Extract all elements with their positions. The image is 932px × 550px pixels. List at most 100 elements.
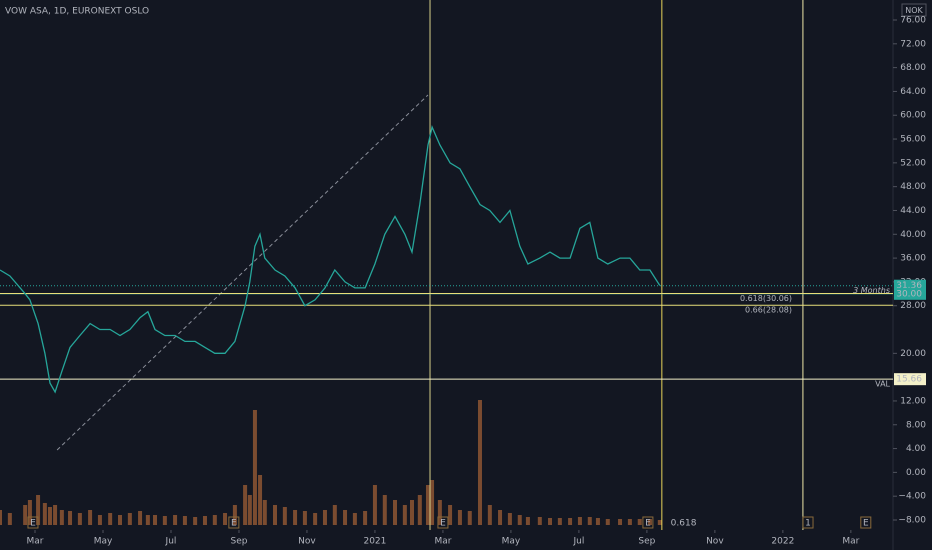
volume-bar: [548, 518, 553, 525]
event-box: [228, 516, 240, 529]
y-tick-label: 4.00: [906, 444, 926, 454]
y-tick-label: 20.00: [900, 349, 926, 359]
volume-bar: [247, 495, 252, 525]
volume-bar: [173, 515, 178, 525]
volume-bar: [595, 518, 600, 525]
y-tick-label: −8.00: [898, 516, 926, 526]
event-box: [27, 516, 39, 529]
x-tick-label: Nov: [298, 537, 316, 547]
y-tick-label: 8.00: [906, 420, 926, 430]
volume-bar: [313, 513, 318, 525]
y-tick-label: 44.00: [900, 206, 926, 216]
volume-bar: [302, 511, 307, 525]
volume-bar: [27, 500, 32, 525]
x-tick-label: Mar: [434, 537, 451, 547]
volume-bar: [59, 510, 64, 525]
volume-bar: [437, 500, 442, 525]
volume-bar: [223, 513, 228, 525]
volume-bar: [212, 515, 217, 525]
x-tick-label: May: [94, 537, 113, 547]
event-label: E: [645, 519, 651, 529]
price-label-box: [894, 373, 926, 386]
volume-bar: [637, 519, 642, 525]
volume-bar: [332, 505, 337, 525]
volume-bar: [477, 400, 482, 525]
y-tick-label: 64.00: [900, 87, 926, 97]
currency: NOK: [905, 6, 923, 15]
volume-bar: [145, 515, 150, 525]
price-label: 15.66: [896, 375, 922, 385]
volume-bar: [605, 519, 610, 525]
volume-bar: [202, 516, 207, 525]
volume-bar: [262, 500, 267, 525]
x-tick-label: 2022: [771, 537, 794, 547]
event-box: [642, 516, 654, 529]
volume-bar: [557, 518, 562, 525]
volume-bar: [77, 513, 82, 525]
y-tick-label: −4.00: [898, 492, 926, 502]
volume-bar: [252, 410, 257, 525]
volume-bar: [282, 507, 287, 525]
y-tick-label: 68.00: [900, 63, 926, 73]
volume-bar: [0, 510, 2, 525]
volume-bar: [487, 505, 492, 525]
volume-bar: [587, 517, 592, 525]
volume-bar: [322, 510, 327, 525]
volume-bar: [507, 513, 512, 525]
event-box: [860, 516, 872, 529]
volume-bar: [47, 507, 52, 525]
event-label: E: [231, 519, 237, 529]
x-tick-label: Sep: [638, 537, 655, 547]
volume-bar: [393, 500, 398, 525]
volume-bar: [127, 513, 132, 525]
x-tick-label: Nov: [706, 537, 724, 547]
event-label: E: [30, 519, 36, 529]
price-label-box: [894, 287, 926, 300]
volume-bar: [153, 515, 158, 525]
price-label: 31.36: [896, 281, 922, 291]
volume-bar: [23, 505, 28, 525]
event-label: 1: [805, 519, 811, 529]
volume-bar: [402, 505, 407, 525]
volume-bar: [182, 516, 187, 525]
volume-bar: [97, 515, 102, 525]
volume-bar: [53, 505, 58, 525]
volume-bar: [498, 510, 503, 525]
y-tick-label: 76.00: [900, 16, 926, 26]
volume-bar: [352, 513, 357, 525]
volume-bar: [273, 505, 278, 525]
currency-box: [901, 3, 927, 17]
volume-bar: [36, 495, 41, 525]
volume-bar: [138, 511, 143, 525]
volume-bar: [88, 510, 93, 525]
y-tick-label: 48.00: [900, 182, 926, 192]
volume-bar: [568, 518, 573, 525]
volume-bar: [537, 517, 542, 525]
chart-title: VOW ASA, 1D, EURONEXT OSLO: [5, 7, 149, 17]
volume-bar: [657, 520, 662, 525]
x-tick-label: May: [502, 537, 521, 547]
volume-bar: [363, 511, 368, 525]
volume-bar: [382, 495, 387, 525]
x-tick-label: Jul: [572, 537, 584, 547]
volume-bar: [42, 503, 47, 525]
volume-bar: [448, 505, 453, 525]
event-label: 0.618: [671, 519, 697, 529]
event-box: [802, 516, 814, 529]
volume-bar: [243, 485, 248, 525]
volume-bar: [232, 505, 237, 525]
volume-bar: [525, 517, 530, 525]
volume-bar: [409, 500, 414, 525]
volume-bar: [117, 515, 122, 525]
volume-bar: [7, 513, 12, 525]
y-tick-label: 0.00: [906, 468, 926, 478]
level-label: VAL: [875, 380, 890, 389]
volume-bar: [343, 510, 348, 525]
y-tick-label: 28.00: [900, 301, 926, 311]
volume-bar: [430, 480, 435, 525]
volume-bar: [517, 515, 522, 525]
level-label: 0.618(30.06): [740, 294, 792, 303]
